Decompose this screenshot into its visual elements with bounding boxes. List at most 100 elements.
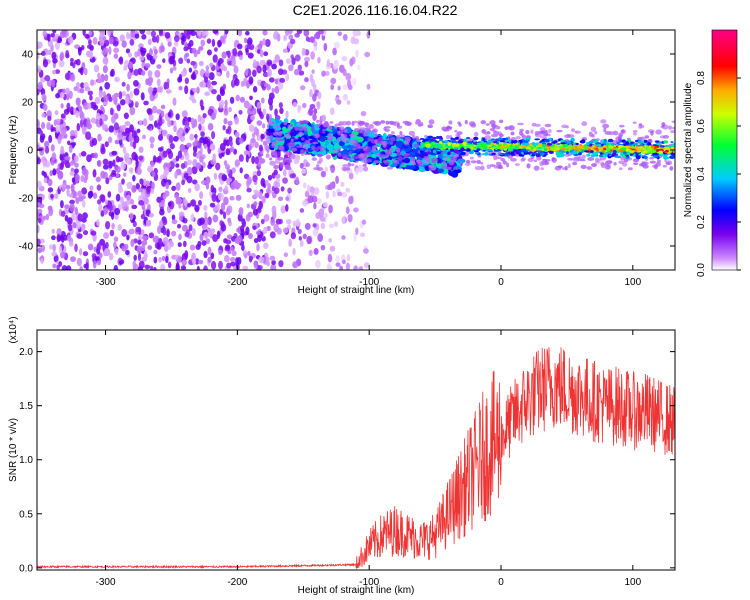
heatmap-cell xyxy=(90,101,95,109)
heatmap-cell xyxy=(51,152,57,161)
heatmap-cell xyxy=(298,70,305,76)
heatmap-cell xyxy=(165,81,170,90)
heatmap-cell xyxy=(171,230,177,237)
heatmap-cell xyxy=(327,125,333,130)
heatmap-cell xyxy=(669,155,675,159)
heatmap-cell xyxy=(335,255,340,263)
heatmap-cell xyxy=(563,143,569,148)
heatmap-cell xyxy=(543,148,548,152)
heatmap-cell xyxy=(428,167,433,171)
heatmap-cell xyxy=(152,90,157,96)
heatmap-cell xyxy=(78,248,83,256)
heatmap-cell xyxy=(209,143,216,151)
y-tick-label: 40 xyxy=(22,50,34,61)
heatmap-cell xyxy=(389,121,397,126)
heatmap-cell xyxy=(192,88,198,93)
heatmap-cell xyxy=(79,265,83,270)
heatmap-cell xyxy=(333,41,340,49)
heatmap-cell xyxy=(182,240,187,248)
heatmap-cell xyxy=(618,167,623,171)
heatmap-cell xyxy=(490,124,498,128)
heatmap-cell xyxy=(86,119,91,127)
heatmap-cell xyxy=(245,154,249,163)
heatmap-cell xyxy=(560,139,565,143)
heatmap-cell xyxy=(177,134,183,140)
heatmap-cell xyxy=(145,78,150,86)
heatmap-cell xyxy=(241,244,245,251)
heatmap-cell xyxy=(581,139,585,142)
heatmap-cell xyxy=(444,156,449,159)
heatmap-cell xyxy=(167,242,172,250)
heatmap-cell xyxy=(320,132,329,137)
heatmap-cell xyxy=(499,140,506,143)
heatmap-cell xyxy=(662,164,668,168)
heatmap-cell xyxy=(178,57,184,65)
heatmap-cell xyxy=(217,192,224,201)
heatmap-cell xyxy=(246,179,250,189)
heatmap-cell xyxy=(289,38,296,45)
heatmap-cell xyxy=(318,157,323,163)
heatmap-cell xyxy=(358,146,366,149)
heatmap-cell xyxy=(625,148,629,152)
heatmap-cell xyxy=(256,134,261,141)
heatmap-cell xyxy=(324,213,328,219)
heatmap-cell xyxy=(162,150,168,158)
heatmap-cell xyxy=(76,81,80,89)
heatmap-cell xyxy=(46,121,51,131)
heatmap-cell xyxy=(156,196,162,203)
heatmap-cell xyxy=(345,166,351,171)
heatmap-cell xyxy=(670,141,674,144)
heatmap-cell xyxy=(51,127,57,132)
heatmap-cell xyxy=(183,199,188,207)
y-tick-label: 2.0 xyxy=(19,347,33,358)
heatmap-cell xyxy=(42,215,47,221)
heatmap-cell xyxy=(316,145,323,149)
heatmap-cell xyxy=(186,142,192,148)
heatmap-cell xyxy=(337,130,344,136)
heatmap-cell xyxy=(175,113,180,121)
heatmap-cell xyxy=(472,141,477,145)
heatmap-cell xyxy=(541,144,547,148)
heatmap-cell xyxy=(524,139,530,142)
heatmap-cell xyxy=(333,62,338,70)
heatmap-cell xyxy=(273,32,278,40)
heatmap-cell xyxy=(308,107,314,116)
heatmap-cell xyxy=(81,126,87,135)
heatmap-cell xyxy=(521,157,526,161)
x-tick-label: 100 xyxy=(624,577,641,588)
heatmap-cell xyxy=(525,149,530,152)
heatmap-cell xyxy=(271,143,276,147)
heatmap-cell xyxy=(530,129,534,134)
heatmap-cell xyxy=(522,145,527,148)
heatmap-cell xyxy=(597,144,602,147)
heatmap-cell xyxy=(290,147,298,152)
heatmap-cell xyxy=(280,205,287,214)
heatmap-cell xyxy=(178,233,182,241)
heatmap-cell xyxy=(180,265,187,270)
heatmap-cell xyxy=(285,110,289,119)
heatmap-cell xyxy=(279,77,286,84)
heatmap-cell xyxy=(100,105,104,111)
heatmap-cell xyxy=(632,158,640,163)
heatmap-cell xyxy=(468,144,473,149)
heatmap-cell xyxy=(207,123,214,131)
heatmap-cell xyxy=(172,66,177,71)
heatmap-cell xyxy=(262,38,266,46)
heatmap-cell xyxy=(285,73,290,82)
heatmap-cell xyxy=(251,107,257,116)
heatmap-cell xyxy=(56,233,61,243)
heatmap-cell xyxy=(256,101,262,109)
heatmap-cell xyxy=(138,120,143,126)
heatmap-cell xyxy=(67,217,73,225)
heatmap-cell xyxy=(633,162,639,165)
heatmap-cell xyxy=(212,30,219,35)
heatmap-cell xyxy=(629,153,633,157)
heatmap-cell xyxy=(453,169,462,174)
heatmap-cell xyxy=(346,254,351,262)
heatmap-cell xyxy=(672,143,675,146)
heatmap-cell xyxy=(419,138,425,140)
heatmap-cell xyxy=(52,263,57,269)
heatmap-cell xyxy=(357,64,361,71)
heatmap-cell xyxy=(655,129,662,135)
heatmap-cell xyxy=(403,153,408,159)
